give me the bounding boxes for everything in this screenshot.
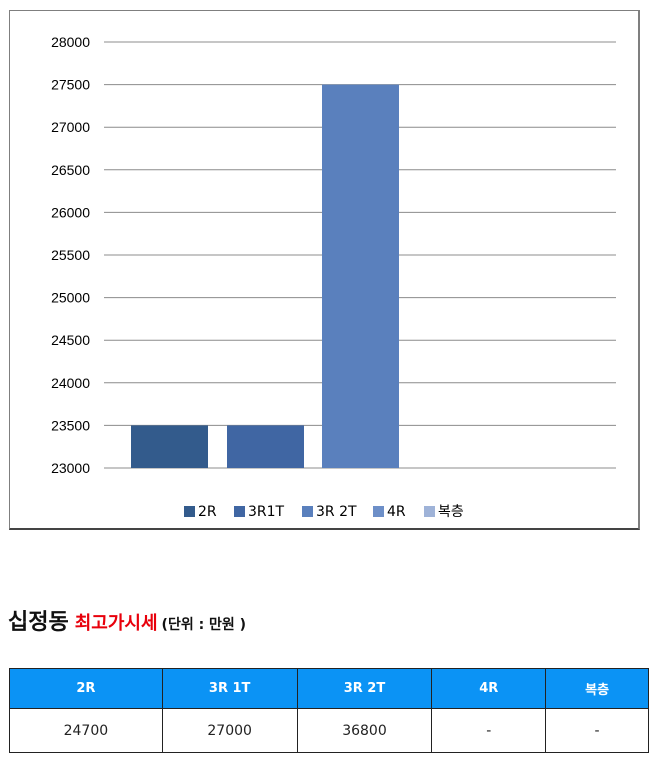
legend-swatch [184, 506, 195, 517]
y-tick-label: 23500 [51, 417, 90, 433]
y-tick-label: 27500 [51, 77, 90, 93]
cell-4r: - [431, 708, 547, 753]
heading-title: 최고가시세 [74, 613, 158, 634]
cell-duplex: - [545, 708, 649, 753]
y-tick-label: 25000 [51, 290, 90, 306]
legend-label: 3R 2T [316, 504, 357, 520]
y-tick-label: 25500 [51, 247, 90, 263]
header-3r-1t: 3R 1T [161, 668, 298, 709]
legend-swatch [234, 506, 245, 517]
bar-chart: 23000 23500 24000 24500 25000 25500 26000 26500… [51, 34, 616, 520]
y-tick-label: 26000 [51, 204, 90, 220]
legend-swatch [424, 506, 435, 517]
section-heading: 십정동 최고가시세 (단위 : 만원 ) [8, 604, 246, 636]
legend-label: 3R1T [248, 504, 285, 520]
header-duplex: 복층 [545, 668, 649, 709]
cell-3r-1t: 27000 [161, 708, 298, 753]
legend-swatch [373, 506, 384, 517]
y-tick-label: 28000 [51, 34, 90, 50]
y-tick-label: 23000 [51, 460, 90, 476]
location-name: 십정동 [8, 610, 69, 635]
y-tick-label: 24500 [51, 332, 90, 348]
legend-swatch [302, 506, 313, 517]
y-tick-label: 27000 [51, 119, 90, 135]
table-row: 24700 27000 36800 - - [9, 708, 649, 753]
y-tick-label: 24000 [51, 375, 90, 391]
unit-label: (단위 : 만원 ) [161, 617, 247, 633]
cell-3r-2t: 36800 [296, 708, 433, 753]
chart-container: 23000 23500 24000 24500 25000 25500 26000 26500… [9, 10, 640, 530]
header-3r-2t: 3R 2T [296, 668, 433, 709]
table-header-row: 2R 3R 1T 3R 2T 4R 복층 [9, 668, 649, 709]
bar-3r1t [227, 425, 304, 468]
bar-3r-2t [322, 84, 399, 468]
header-2r: 2R [9, 668, 163, 709]
bar-2r [131, 425, 208, 468]
price-table: 2R 3R 1T 3R 2T 4R 복층 24700 27000 36800 -… [9, 668, 649, 753]
y-tick-label: 26500 [51, 162, 90, 178]
header-4r: 4R [431, 668, 547, 709]
legend-label: 2R [198, 504, 217, 520]
legend-label: 복층 [438, 504, 464, 520]
cell-2r: 24700 [9, 708, 163, 753]
legend-label: 4R [387, 504, 406, 520]
